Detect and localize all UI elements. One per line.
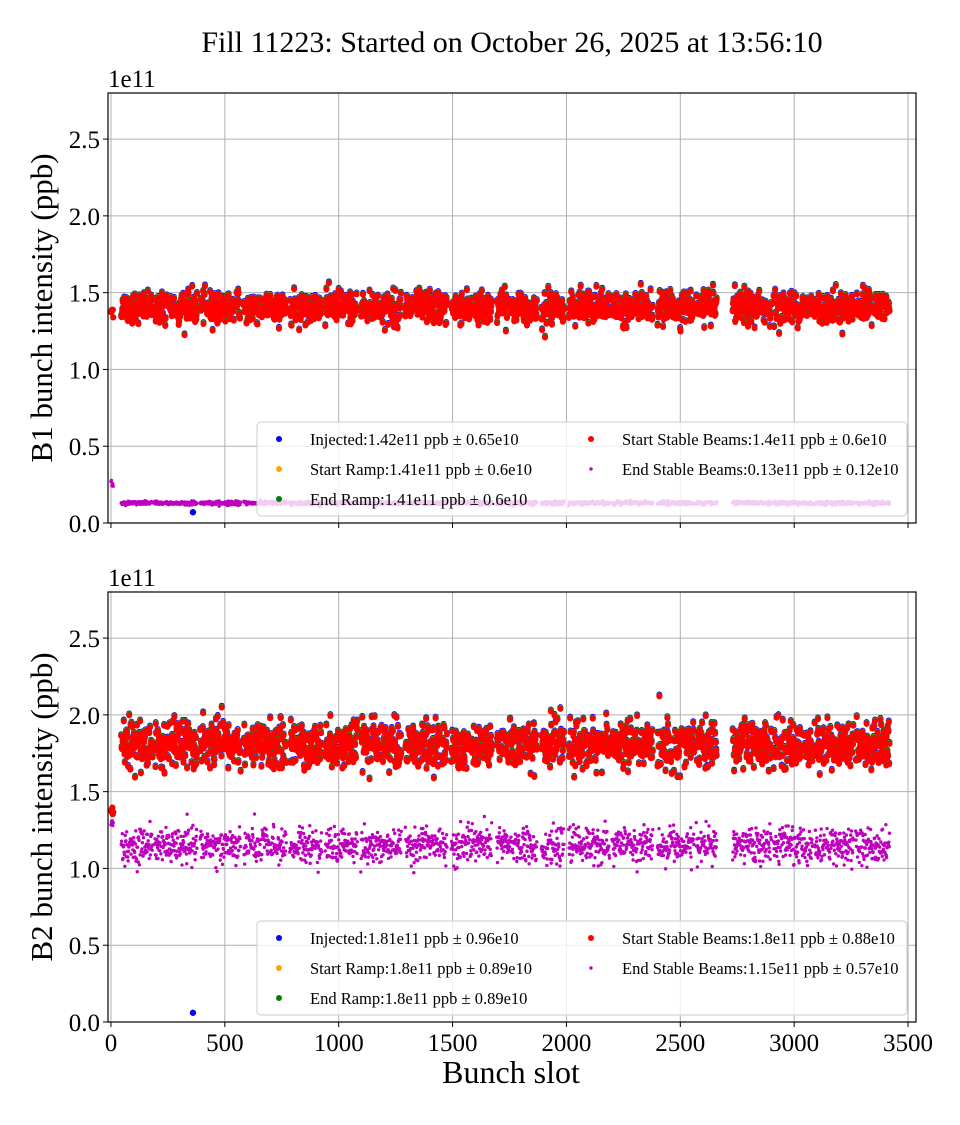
b1-axes: 0.0 0.5 1.0 1.5 2.0 2.5 1e11 B1 bunch intensity…: [24, 66, 916, 538]
y-tick-label: 0.5: [69, 434, 100, 461]
y-tick-label: 1.5: [69, 281, 100, 308]
chart-title: Fill 11223: Started on October 26, 2025 …: [201, 26, 822, 59]
y-tick-label: 2.0: [69, 204, 100, 231]
outlier-point: [190, 509, 196, 515]
y-axis-label: B1 bunch intensity (ppb): [24, 153, 59, 462]
y-tick-label: 1.0: [69, 357, 100, 384]
y-tick-label: 0.0: [69, 511, 100, 538]
y-tick-label: 2.5: [69, 127, 100, 154]
y-offset-label: 1e11: [108, 66, 156, 93]
